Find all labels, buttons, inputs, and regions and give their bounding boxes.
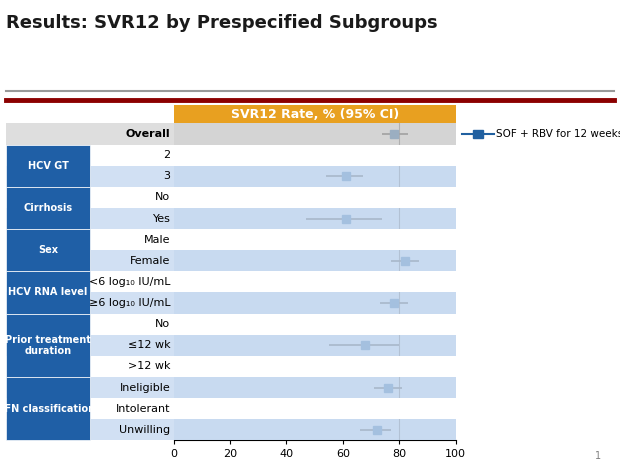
Text: Prior treatment
duration: Prior treatment duration <box>5 335 91 356</box>
Bar <box>174 166 456 187</box>
Bar <box>174 123 456 144</box>
Text: <6 log₁₀ IU/mL: <6 log₁₀ IU/mL <box>89 277 170 287</box>
Bar <box>174 208 456 229</box>
Text: SVR12 Rate, % (95% CI): SVR12 Rate, % (95% CI) <box>231 108 399 121</box>
Text: Cirrhosis: Cirrhosis <box>24 203 73 213</box>
Bar <box>174 144 456 166</box>
Bar <box>174 293 456 314</box>
Text: Results: SVR12 by Prespecified Subgroups: Results: SVR12 by Prespecified Subgroups <box>6 14 438 32</box>
Text: Sex: Sex <box>38 245 58 255</box>
Bar <box>174 229 456 250</box>
Bar <box>174 314 456 335</box>
Text: >12 wk: >12 wk <box>128 362 171 371</box>
Text: IFN classification: IFN classification <box>1 404 95 414</box>
Text: ≤12 wk: ≤12 wk <box>128 340 171 350</box>
Text: Yes: Yes <box>153 213 171 224</box>
Text: Ineligible: Ineligible <box>120 383 170 392</box>
Bar <box>174 187 456 208</box>
Text: 3: 3 <box>164 171 170 181</box>
Text: No: No <box>156 192 171 202</box>
Bar <box>174 356 456 377</box>
Bar <box>174 377 456 398</box>
Text: Male: Male <box>144 235 170 245</box>
Bar <box>174 398 456 419</box>
Bar <box>174 271 456 293</box>
Text: No: No <box>156 319 171 329</box>
Bar <box>174 419 456 440</box>
Text: ≥6 log₁₀ IU/mL: ≥6 log₁₀ IU/mL <box>89 298 170 308</box>
Text: Overall: Overall <box>126 129 171 139</box>
Text: Unwilling: Unwilling <box>120 425 170 435</box>
Text: Female: Female <box>130 256 170 266</box>
Text: HCV RNA level: HCV RNA level <box>8 288 88 297</box>
Bar <box>174 250 456 271</box>
Text: HCV GT: HCV GT <box>28 161 68 171</box>
Text: SOF + RBV for 12 weeks: SOF + RBV for 12 weeks <box>496 129 620 139</box>
Text: Intolerant: Intolerant <box>116 404 170 414</box>
Text: 1: 1 <box>595 452 601 461</box>
Bar <box>174 335 456 356</box>
Text: 2: 2 <box>164 150 170 160</box>
